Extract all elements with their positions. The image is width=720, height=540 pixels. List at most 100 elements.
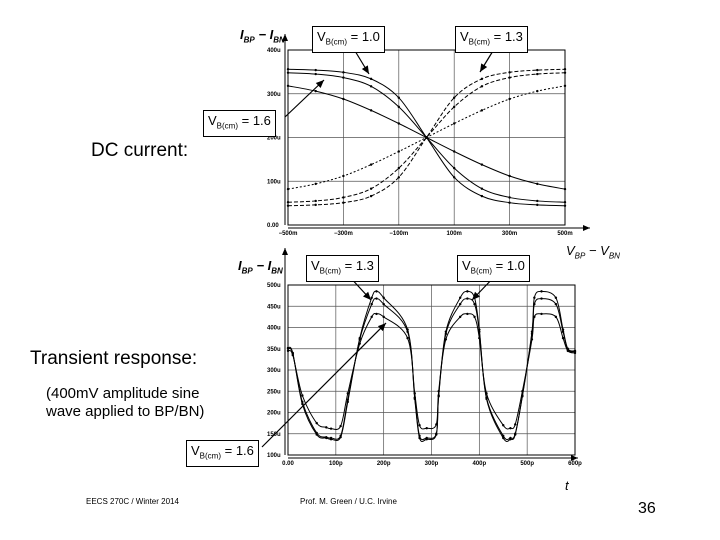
- y-tick-label: 500u: [267, 283, 281, 289]
- data-point: [508, 201, 511, 204]
- data-point: [325, 426, 328, 429]
- x-tick-label: 400p: [472, 461, 486, 467]
- data-point: [314, 72, 317, 76]
- data-point: [369, 85, 373, 88]
- data-point: [314, 182, 317, 186]
- data-point: [563, 204, 567, 207]
- data-point: [540, 312, 543, 316]
- data-point: [530, 338, 534, 341]
- data-point: [563, 187, 567, 191]
- data-point: [315, 431, 318, 435]
- series-line-2: [287, 68, 566, 207]
- data-point: [397, 166, 400, 170]
- dc-arrow-vcm-1-6: [284, 79, 325, 118]
- data-point: [508, 76, 511, 79]
- data-point: [370, 296, 373, 299]
- data-point: [314, 68, 317, 72]
- data-point: [397, 122, 400, 125]
- data-point: [533, 315, 536, 319]
- data-point: [382, 296, 385, 299]
- y-tick-label: 100u: [267, 453, 281, 459]
- x-tick-label: 300m: [502, 231, 517, 237]
- data-point: [466, 290, 469, 293]
- data-point: [329, 436, 333, 440]
- x-tick-label: 500m: [557, 231, 572, 237]
- data-point: [453, 176, 456, 179]
- data-point: [536, 72, 539, 76]
- y-tick-label: 200u: [267, 136, 281, 142]
- data-point: [480, 109, 484, 112]
- dc-arrow-vcm-1-0-head: [361, 65, 369, 74]
- data-point: [286, 349, 290, 353]
- data-point: [480, 85, 484, 88]
- data-point: [509, 427, 512, 430]
- data-point: [342, 76, 345, 79]
- data-point: [444, 338, 448, 341]
- data-point: [540, 297, 543, 300]
- data-point: [566, 349, 570, 353]
- data-point: [315, 421, 318, 425]
- data-point: [286, 187, 290, 191]
- data-point: [286, 204, 290, 207]
- data-point: [453, 122, 456, 125]
- dc-callout-vcm-1-6: VB(cm) = 1.6: [203, 110, 276, 137]
- data-point: [480, 194, 484, 198]
- data-point: [480, 163, 484, 166]
- data-point: [533, 296, 536, 299]
- dc-current-label: DC current:: [91, 140, 189, 161]
- data-point: [314, 203, 317, 207]
- data-point: [573, 351, 577, 355]
- dc-arrow-vcm-1-6-head: [315, 80, 324, 89]
- data-point: [435, 432, 438, 435]
- data-point: [339, 424, 342, 428]
- data-point: [466, 312, 469, 316]
- data-point: [480, 187, 484, 190]
- data-point: [502, 424, 505, 427]
- data-point: [508, 174, 511, 178]
- x-tick-label: −300m: [334, 231, 353, 237]
- callout-arrows: [261, 45, 497, 448]
- data-point: [397, 176, 400, 179]
- data-point: [418, 424, 421, 427]
- data-point: [286, 84, 290, 88]
- data-point: [413, 392, 416, 395]
- data-point: [397, 150, 400, 153]
- tr-arrow-vcm-1-3-head: [363, 291, 371, 300]
- data-point: [563, 201, 567, 204]
- plot-frame: [287, 49, 566, 226]
- dc-x-axis-name: VBP − VBN: [566, 243, 620, 261]
- data-point: [459, 302, 462, 306]
- transient-response-label: Transient response:: [30, 348, 198, 369]
- y-tick-label: 0.00: [267, 223, 279, 229]
- y-axis-arrowhead: [282, 34, 288, 41]
- data-point: [453, 150, 456, 153]
- data-point: [382, 315, 385, 319]
- data-point: [466, 297, 469, 300]
- dc-callout-vcm-1-3: VB(cm) = 1.3: [455, 26, 528, 53]
- y-tick-label: 100u: [267, 179, 281, 185]
- data-point: [370, 302, 373, 306]
- x-tick-label: 100m: [447, 231, 462, 237]
- y-tick-label: 300u: [267, 368, 281, 374]
- y-tick-label: 400u: [267, 48, 281, 54]
- data-point: [563, 84, 567, 88]
- y-tick-label: 350u: [267, 347, 281, 353]
- data-point: [502, 434, 505, 438]
- data-point: [358, 342, 361, 345]
- tr-arrow-vcm-1-6: [261, 322, 387, 448]
- data-point: [342, 196, 345, 199]
- transient-note-line2: wave applied to BP/BN): [46, 403, 205, 420]
- data-point: [369, 187, 373, 190]
- tr-arrow-vcm-1-0-head: [472, 291, 481, 300]
- x-tick-label: 500p: [520, 461, 534, 467]
- data-point: [339, 434, 342, 438]
- dc-callout-vcm-1-0: VB(cm) = 1.0: [312, 26, 385, 53]
- data-point: [536, 182, 539, 186]
- data-point: [286, 71, 290, 74]
- data-point: [291, 353, 294, 357]
- data-point: [382, 302, 385, 306]
- data-point: [425, 436, 428, 440]
- data-point: [358, 338, 361, 341]
- data-point: [508, 97, 511, 101]
- data-point: [369, 77, 373, 81]
